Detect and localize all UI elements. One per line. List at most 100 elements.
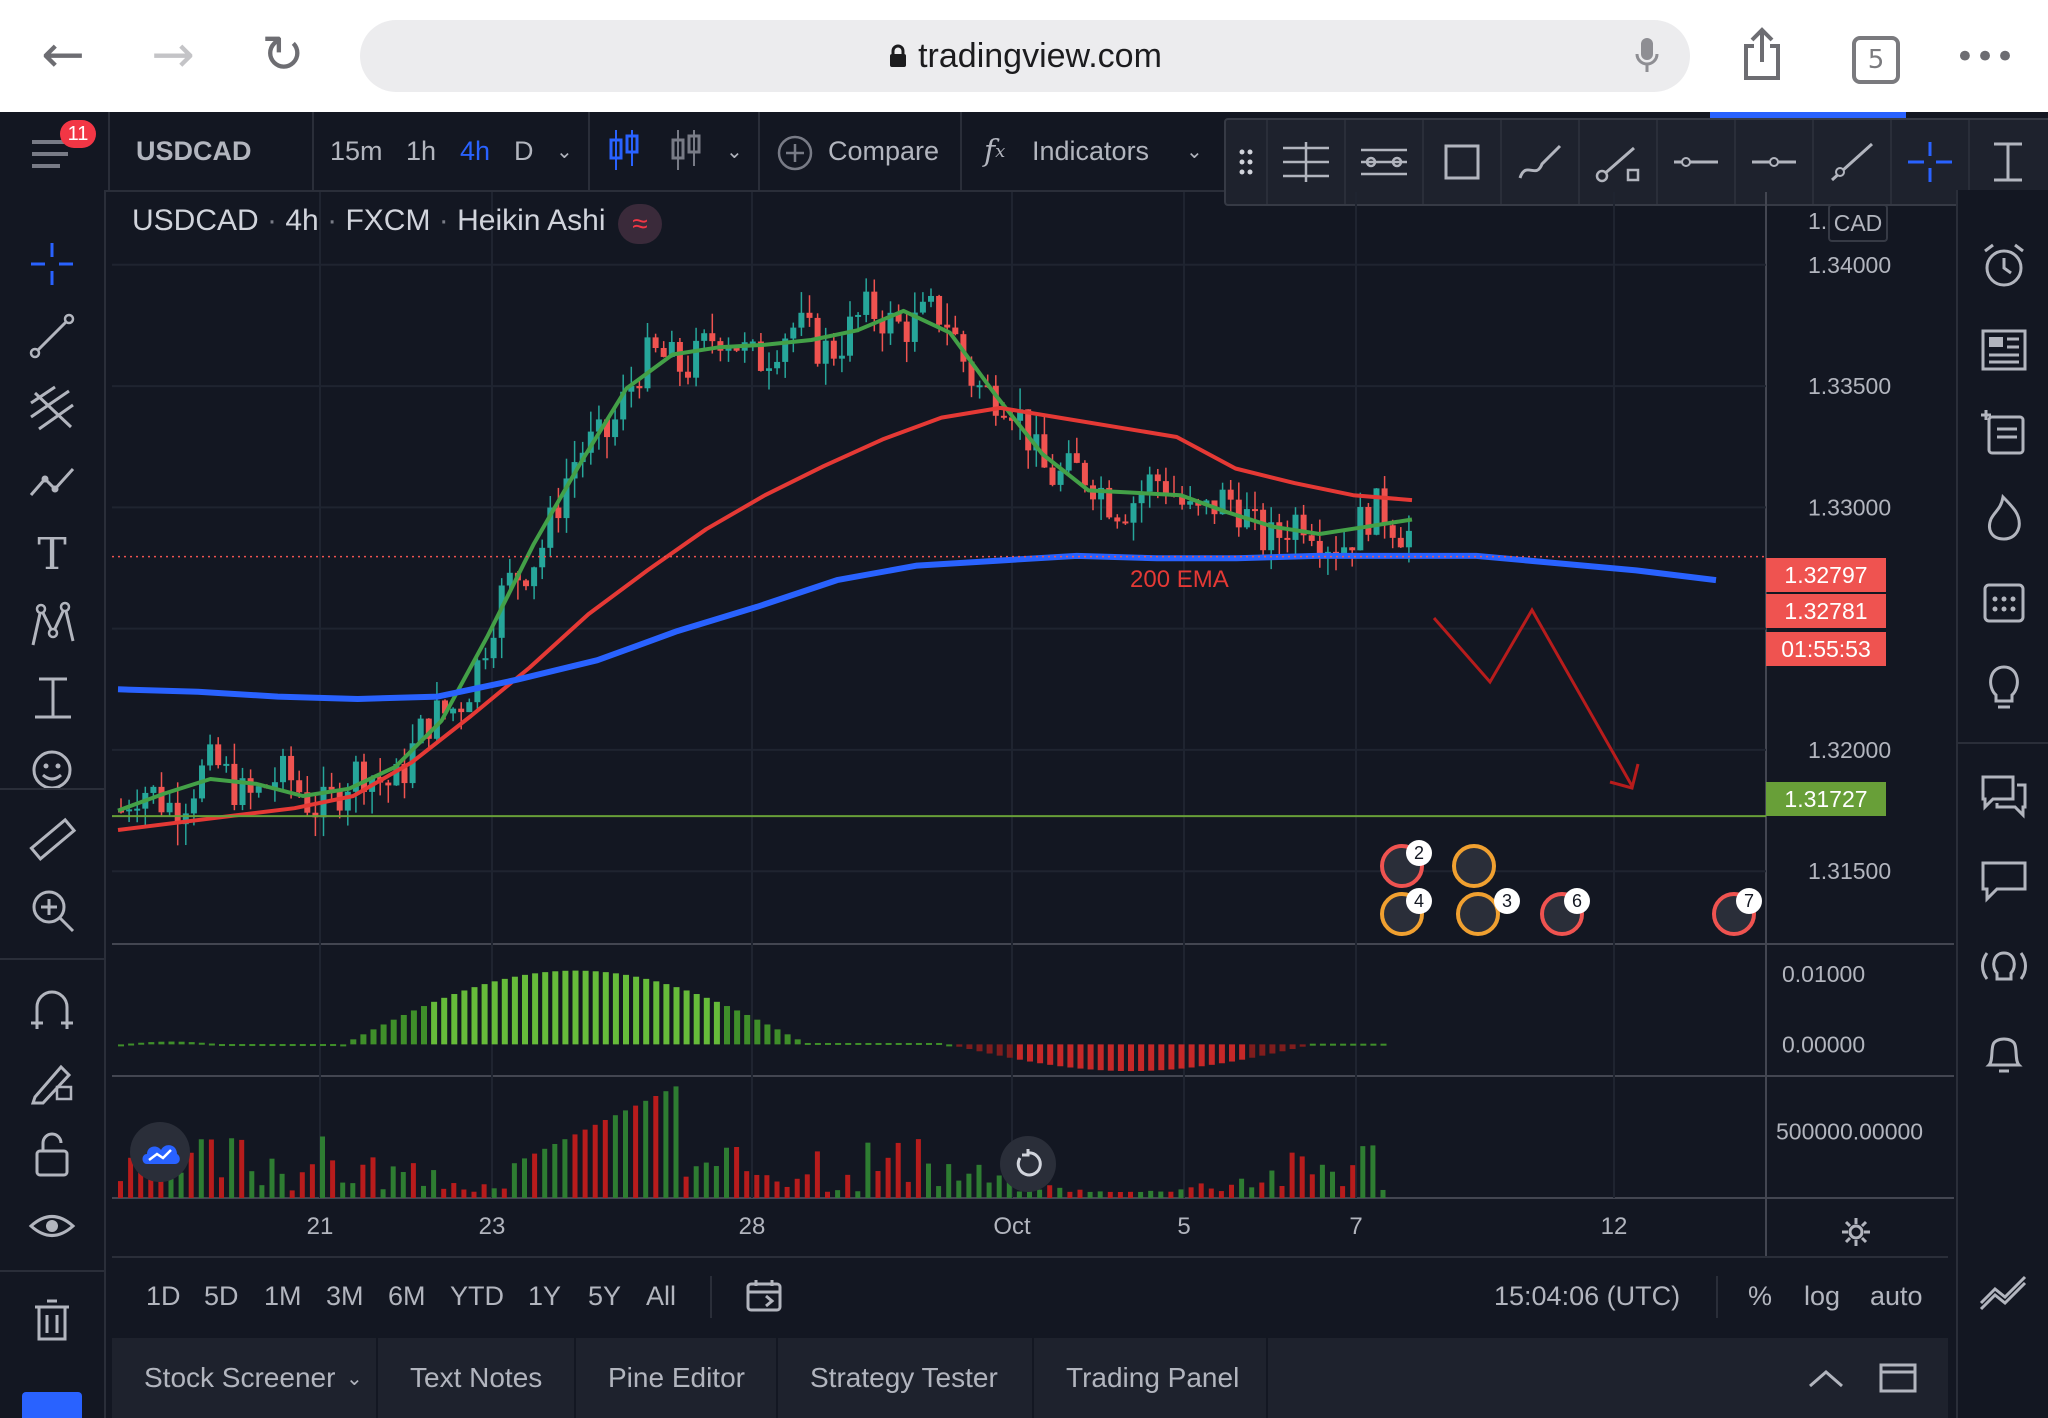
hotlist-fire-icon[interactable] <box>1974 488 2034 548</box>
pattern-tool-icon[interactable] <box>22 452 82 512</box>
range-1d[interactable]: 1D <box>146 1280 181 1311</box>
compare-button[interactable]: Compare <box>828 135 940 166</box>
tradingview-cloud-logo[interactable] <box>130 1122 190 1182</box>
indicators-chevron-icon[interactable]: ⌄ <box>1186 140 1203 163</box>
oscillator-bar <box>350 1039 357 1045</box>
chat-icon[interactable] <box>1974 850 2034 910</box>
tabs-button[interactable]: 5 <box>1852 36 1900 84</box>
shapes-tool-icon[interactable] <box>22 596 82 656</box>
compare-plus-icon[interactable] <box>776 134 814 172</box>
range-5d[interactable]: 5D <box>204 1280 239 1311</box>
symbol-search[interactable]: USDCAD <box>136 135 252 166</box>
interval-15m[interactable]: 15m <box>330 135 383 166</box>
trash-icon[interactable] <box>22 1290 82 1350</box>
event-us-flag-icon[interactable] <box>1380 892 1424 936</box>
trading-chart-icon[interactable] <box>1974 1258 2034 1318</box>
bars-style-icon[interactable] <box>668 128 704 172</box>
calendar-icon[interactable] <box>1974 572 2034 632</box>
fib-channel-icon[interactable] <box>1268 120 1346 204</box>
share-icon[interactable] <box>1740 26 1784 82</box>
range-1m[interactable]: 1M <box>264 1280 302 1311</box>
stock-screener-chevron-icon[interactable]: ⌄ <box>346 1367 363 1390</box>
currency-label[interactable]: CAD <box>1828 204 1888 242</box>
more-icon[interactable]: ••• <box>1954 37 2016 77</box>
ray-icon[interactable] <box>1814 120 1892 204</box>
measure-tool-icon[interactable] <box>22 668 82 728</box>
chart-area[interactable]: 1.340001.335001.330001.320001.315001.340… <box>112 192 1954 1256</box>
interval-1h[interactable]: 1h <box>406 135 437 166</box>
stay-drawing-icon[interactable] <box>22 1052 82 1112</box>
microphone-icon[interactable] <box>1634 36 1660 76</box>
reload-icon[interactable]: ↻ <box>261 25 305 85</box>
indicators-button[interactable]: Indicators <box>1032 135 1150 166</box>
alarm-clock-icon[interactable] <box>1974 236 2034 296</box>
zoom-in-icon[interactable] <box>22 880 82 940</box>
range-3m[interactable]: 3M <box>326 1280 364 1311</box>
menu-icon[interactable] <box>28 130 76 183</box>
event-us-flag-icon[interactable] <box>1456 892 1500 936</box>
chats-icon[interactable] <box>1974 764 2034 824</box>
event-ca-flag-icon[interactable] <box>1452 844 1496 888</box>
crosshair-icon[interactable] <box>1892 120 1970 204</box>
volume-bar <box>936 1186 942 1198</box>
log-scale-toggle[interactable]: log <box>1804 1280 1841 1311</box>
tab-strategy-tester[interactable]: Strategy Tester <box>810 1362 998 1393</box>
crosshair-tool-icon[interactable] <box>22 234 82 294</box>
url-bar[interactable]: tradingview.com <box>360 20 1690 92</box>
magnet-icon[interactable] <box>22 980 82 1040</box>
volume-bar <box>895 1142 901 1198</box>
notifications-bell-icon[interactable] <box>1974 1022 2034 1082</box>
range-all[interactable]: All <box>646 1280 677 1311</box>
horizontal-line-icon[interactable] <box>1736 120 1814 204</box>
utc-clock[interactable]: 15:04:06 (UTC) <box>1494 1280 1681 1311</box>
range-ytd[interactable]: YTD <box>450 1280 504 1311</box>
tab-text-notes[interactable]: Text Notes <box>410 1362 543 1393</box>
tab-stock-screener[interactable]: Stock Screener <box>144 1362 336 1393</box>
chart-style-chevron-icon[interactable]: ⌄ <box>726 140 743 163</box>
trend-line-icon[interactable] <box>1580 120 1658 204</box>
pitchfork-icon[interactable] <box>1346 120 1424 204</box>
data-wave-icon[interactable]: ≈ <box>618 204 662 244</box>
ideas-lightbulb-icon[interactable] <box>1974 656 2034 716</box>
measure-icon[interactable] <box>1970 120 2046 204</box>
line-tool-icon[interactable] <box>22 306 82 366</box>
lock-drawings-icon[interactable] <box>22 1124 82 1184</box>
volume-bar <box>1299 1156 1305 1198</box>
range-6m[interactable]: 6M <box>388 1280 426 1311</box>
brush-icon[interactable] <box>1502 120 1580 204</box>
interval-d[interactable]: D <box>514 135 534 166</box>
volume-bar <box>804 1174 810 1198</box>
maximize-panel-icon[interactable] <box>1878 1360 1918 1401</box>
back-icon[interactable]: ← <box>41 25 85 85</box>
reset-chart-icon[interactable] <box>1000 1136 1056 1192</box>
range-1y[interactable]: 1Y <box>528 1280 562 1311</box>
drag-handle-icon[interactable] <box>1226 120 1268 204</box>
fib-tool-icon[interactable] <box>22 378 82 438</box>
horizontal-ray-icon[interactable] <box>1658 120 1736 204</box>
expand-panel-chevron-icon[interactable] <box>1806 1364 1846 1397</box>
volume-bar <box>956 1180 962 1198</box>
collapse-toolbar-button[interactable] <box>22 1392 82 1418</box>
text-tool-icon[interactable]: T <box>37 528 67 580</box>
auto-scale-toggle[interactable]: auto <box>1870 1280 1923 1311</box>
oscillator-bar <box>895 1042 902 1045</box>
tab-pine-editor[interactable]: Pine Editor <box>608 1362 745 1393</box>
interval-dropdown-chevron-icon[interactable]: ⌄ <box>556 140 573 163</box>
range-5y[interactable]: 5Y <box>588 1280 622 1311</box>
eye-icon[interactable] <box>22 1196 82 1256</box>
ruler-icon[interactable] <box>22 810 82 870</box>
news-icon[interactable] <box>1974 320 2034 380</box>
go-to-date-icon[interactable] <box>744 1276 784 1321</box>
volume-bar <box>825 1191 830 1198</box>
tab-trading-panel[interactable]: Trading Panel <box>1066 1362 1240 1393</box>
streams-icon[interactable] <box>1974 936 2034 996</box>
forward-icon[interactable]: → <box>151 25 195 85</box>
emoji-tool-icon[interactable] <box>22 740 82 800</box>
candles-icon[interactable] <box>606 128 642 172</box>
rectangle-icon[interactable] <box>1424 120 1502 204</box>
watchlist-icon[interactable] <box>1974 404 2034 464</box>
chart-settings-gear-icon[interactable] <box>1836 1212 1876 1252</box>
interval-4h[interactable]: 4h <box>460 135 491 166</box>
percent-scale-toggle[interactable]: % <box>1748 1280 1773 1311</box>
